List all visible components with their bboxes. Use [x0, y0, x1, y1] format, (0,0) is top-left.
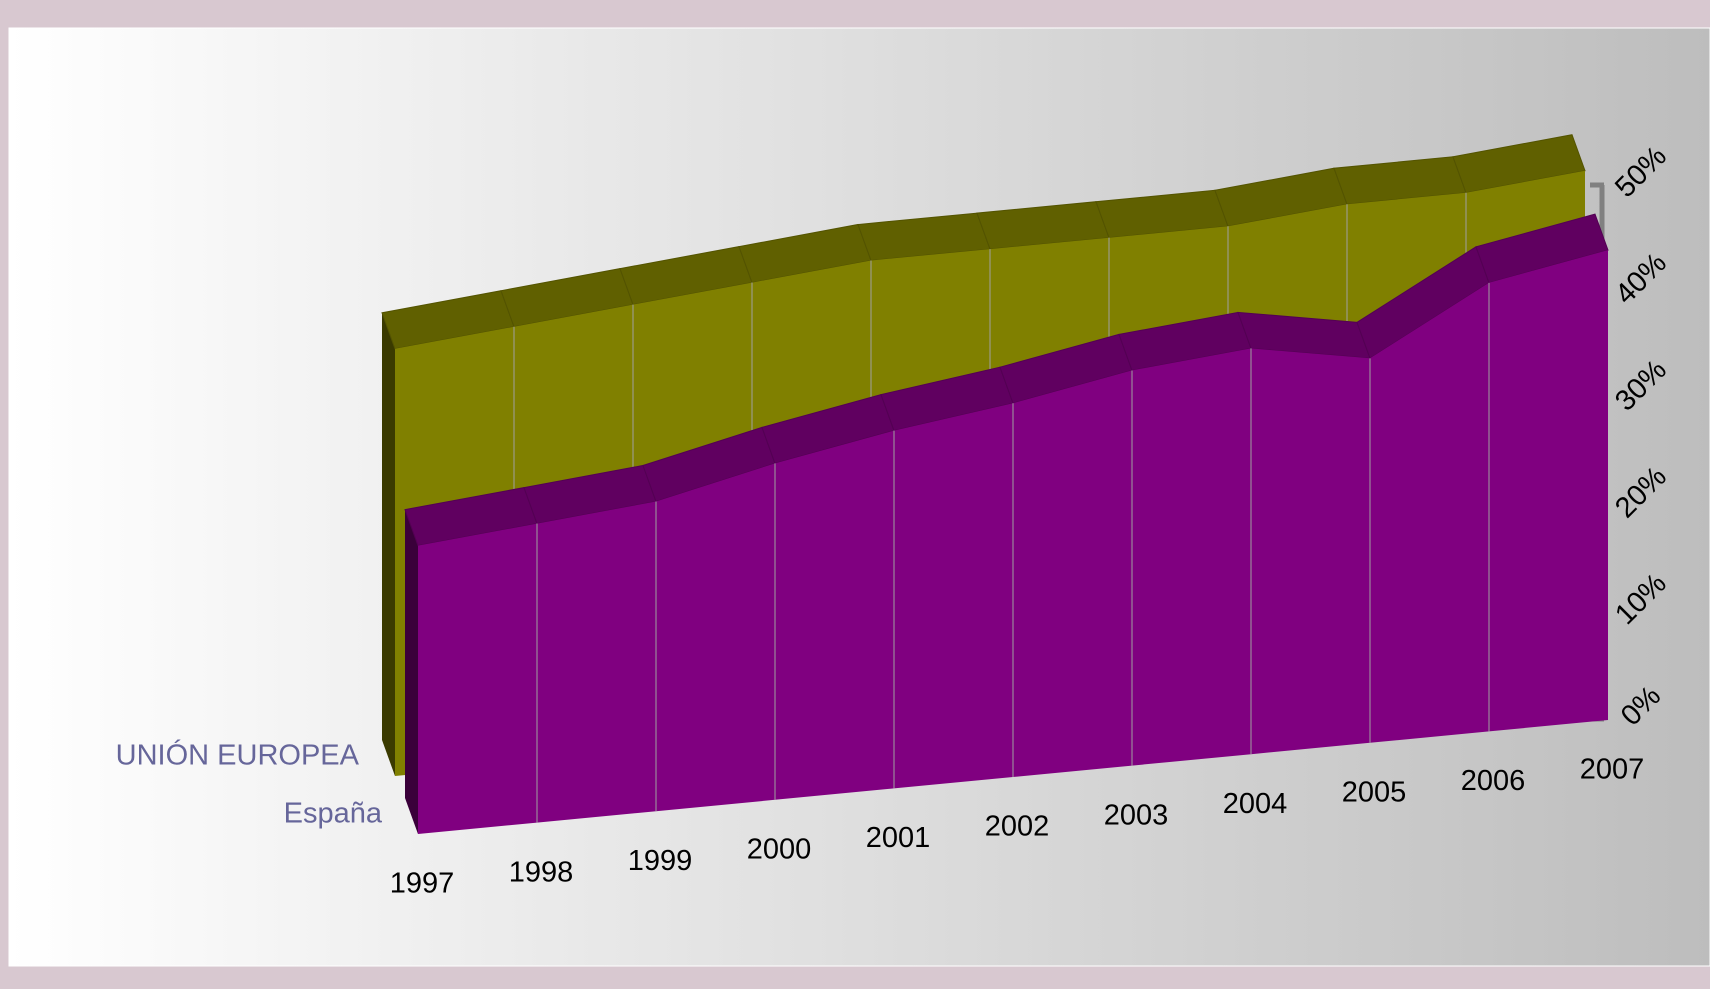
- x-tick-label: 2004: [1223, 788, 1288, 820]
- legend-label: España: [284, 798, 383, 830]
- x-tick-label: 1998: [509, 856, 574, 888]
- x-tick-label: 2002: [985, 811, 1050, 843]
- x-tick-label: 1997: [390, 868, 455, 900]
- legend-label: UNIÓN EUROPEA: [116, 739, 360, 772]
- x-tick-label: 1999: [628, 845, 693, 877]
- x-tick-label: 2001: [866, 822, 931, 854]
- x-tick-label: 2006: [1461, 765, 1526, 797]
- side-face: [405, 509, 418, 834]
- x-tick-label: 2003: [1104, 799, 1169, 831]
- x-tick-label: 2005: [1342, 776, 1407, 808]
- side-face: [382, 312, 395, 776]
- x-tick-label: 2000: [747, 833, 812, 865]
- x-tick-label: 2007: [1580, 754, 1645, 786]
